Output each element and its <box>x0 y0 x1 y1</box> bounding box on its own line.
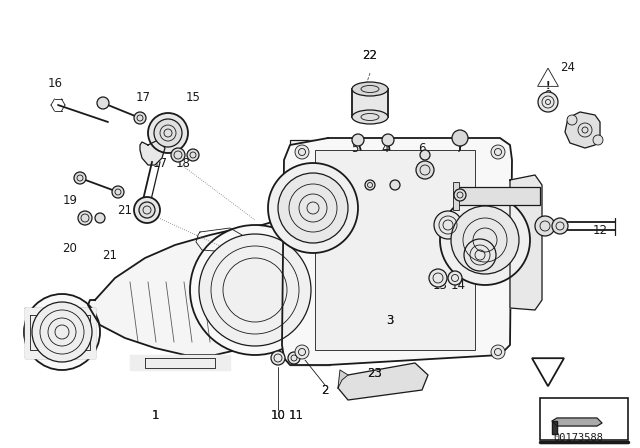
Circle shape <box>78 211 92 225</box>
Text: 1: 1 <box>151 409 159 422</box>
Polygon shape <box>565 112 600 148</box>
Text: 12: 12 <box>593 224 607 237</box>
Text: 14: 14 <box>451 279 465 292</box>
Polygon shape <box>140 140 165 165</box>
Text: 13: 13 <box>433 279 447 292</box>
Circle shape <box>552 218 568 234</box>
Circle shape <box>593 135 603 145</box>
Text: 11: 11 <box>289 409 303 422</box>
Ellipse shape <box>352 110 388 124</box>
Polygon shape <box>282 138 512 365</box>
Circle shape <box>187 149 199 161</box>
Polygon shape <box>510 175 542 310</box>
Circle shape <box>190 225 320 355</box>
Circle shape <box>454 189 466 201</box>
Text: 2: 2 <box>321 383 329 396</box>
Circle shape <box>567 115 577 125</box>
Polygon shape <box>552 421 557 434</box>
Circle shape <box>416 161 434 179</box>
Text: 6: 6 <box>419 142 426 155</box>
Text: 4: 4 <box>381 142 388 155</box>
Text: 15: 15 <box>186 90 200 103</box>
Text: 17: 17 <box>136 90 150 103</box>
Text: 10: 10 <box>271 409 285 422</box>
Circle shape <box>440 195 530 285</box>
Bar <box>352 89 388 117</box>
Text: 9: 9 <box>576 124 584 137</box>
Text: 17: 17 <box>152 156 168 169</box>
Polygon shape <box>88 220 285 355</box>
Text: 23: 23 <box>367 366 383 379</box>
Polygon shape <box>338 370 348 388</box>
Circle shape <box>268 163 358 253</box>
Circle shape <box>464 239 496 271</box>
Ellipse shape <box>352 82 388 96</box>
Text: 19: 19 <box>63 194 77 207</box>
Text: 1: 1 <box>151 409 159 422</box>
Text: 00173588: 00173588 <box>553 433 603 443</box>
Text: 3: 3 <box>387 314 394 327</box>
Circle shape <box>420 150 430 160</box>
Polygon shape <box>25 308 95 358</box>
Circle shape <box>295 345 309 359</box>
Text: 7: 7 <box>456 142 464 155</box>
Text: 2: 2 <box>321 383 329 396</box>
Circle shape <box>352 134 364 146</box>
Circle shape <box>429 269 447 287</box>
Circle shape <box>451 206 519 274</box>
Bar <box>455 187 540 205</box>
Circle shape <box>112 186 124 198</box>
Circle shape <box>382 134 394 146</box>
Text: 22: 22 <box>362 48 378 61</box>
Text: 20: 20 <box>63 241 77 254</box>
Text: 5: 5 <box>351 142 358 155</box>
Circle shape <box>295 145 309 159</box>
Text: 10: 10 <box>271 409 285 422</box>
Circle shape <box>538 92 558 112</box>
Circle shape <box>154 119 182 147</box>
Text: !: ! <box>546 81 550 91</box>
Polygon shape <box>532 358 564 386</box>
Bar <box>540 398 628 440</box>
Circle shape <box>452 130 468 146</box>
Polygon shape <box>338 363 428 400</box>
Circle shape <box>271 351 285 365</box>
Circle shape <box>199 234 311 346</box>
Circle shape <box>365 180 375 190</box>
Text: 16: 16 <box>47 77 63 90</box>
Circle shape <box>97 97 109 109</box>
Text: 21: 21 <box>102 249 118 262</box>
Circle shape <box>535 216 555 236</box>
Polygon shape <box>130 355 230 370</box>
Text: 3: 3 <box>387 314 394 327</box>
Circle shape <box>24 294 100 370</box>
Bar <box>453 182 459 210</box>
Text: 18: 18 <box>175 156 191 169</box>
Text: 8: 8 <box>544 89 552 102</box>
Circle shape <box>491 345 505 359</box>
Polygon shape <box>552 418 602 426</box>
Circle shape <box>448 271 462 285</box>
Text: 24: 24 <box>561 60 575 73</box>
Circle shape <box>278 173 348 243</box>
Circle shape <box>288 352 300 364</box>
Circle shape <box>95 213 105 223</box>
Circle shape <box>134 112 146 124</box>
Circle shape <box>32 302 92 362</box>
Text: 22: 22 <box>362 48 378 61</box>
Circle shape <box>134 197 160 223</box>
Bar <box>315 150 475 350</box>
Circle shape <box>434 211 462 239</box>
Circle shape <box>390 180 400 190</box>
Circle shape <box>491 145 505 159</box>
Circle shape <box>148 113 188 153</box>
Text: 11: 11 <box>289 409 303 422</box>
Bar <box>290 140 330 365</box>
Circle shape <box>139 202 155 218</box>
Circle shape <box>171 148 185 162</box>
Circle shape <box>74 172 86 184</box>
Text: 14: 14 <box>461 238 476 251</box>
Text: 21: 21 <box>118 203 132 216</box>
Text: 23: 23 <box>367 366 383 379</box>
